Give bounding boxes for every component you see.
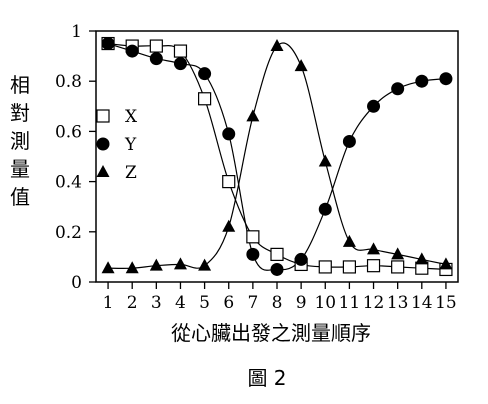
y-tick-label: 1 [71, 22, 82, 42]
series-x-points [101, 36, 453, 277]
legend-marker-y [96, 137, 110, 151]
series-z-line [108, 42, 447, 269]
point-y [149, 52, 163, 66]
x-tick-label: 14 [411, 293, 433, 313]
point-x [149, 39, 163, 53]
point-y [342, 134, 356, 148]
point-z [173, 257, 187, 270]
point-y [439, 72, 453, 86]
point-y [198, 67, 212, 81]
x-tick-label: 1 [103, 293, 114, 313]
x-tick-label: 2 [127, 293, 138, 313]
point-z [149, 258, 163, 271]
legend: XYZ [96, 107, 138, 183]
point-x [366, 259, 381, 273]
y-tick-label: 0.4 [55, 173, 82, 193]
point-y [222, 127, 236, 141]
fit-curves [107, 42, 447, 271]
series-y-points [101, 37, 453, 276]
y-tick-label: 0.8 [55, 72, 82, 92]
point-z [391, 247, 405, 260]
point-x [342, 260, 356, 274]
x-axis-label: 從心臟出發之測量順序 [171, 321, 371, 345]
point-z [415, 252, 429, 265]
x-tick-label: 8 [272, 293, 283, 313]
point-y [415, 74, 429, 88]
x-tick-label: 4 [175, 293, 186, 313]
x-tick-label: 6 [223, 293, 234, 313]
legend-label-y: Y [124, 135, 137, 155]
point-y [318, 202, 332, 216]
point-x [270, 247, 284, 261]
point-x [173, 44, 188, 58]
x-tick-label: 3 [151, 293, 162, 313]
x-tick-label: 7 [247, 293, 258, 313]
point-y [270, 262, 284, 276]
axes: 00.20.40.60.811 2 3 4 5 6 7 8 9 10 11 12 13 14 15 [55, 22, 457, 313]
series-x-line [108, 43, 446, 270]
data-points [101, 36, 453, 277]
series-z-points [101, 39, 453, 274]
point-x [222, 175, 236, 189]
point-z [125, 261, 139, 274]
point-x [391, 260, 405, 274]
plot-frame [95, 30, 459, 283]
legend-label-z: Z [125, 163, 137, 183]
y-tick-label: 0.6 [55, 122, 82, 142]
point-z [270, 39, 284, 52]
x-tick-label: 9 [296, 293, 307, 313]
x-tick-label: 15 [435, 293, 457, 313]
series-y-line [107, 43, 446, 271]
point-y [294, 252, 308, 266]
point-z [367, 242, 381, 255]
point-y [246, 247, 260, 261]
point-y [391, 82, 405, 96]
x-tick-label: 5 [199, 293, 210, 313]
y-tick-label: 0 [71, 273, 82, 293]
point-y [173, 57, 187, 71]
point-y [101, 37, 115, 51]
legend-marker-x [96, 109, 110, 123]
figure-caption: 圖 2 [247, 366, 286, 390]
x-tick-label: 12 [363, 293, 385, 313]
point-z [439, 257, 453, 270]
point-z [318, 154, 332, 167]
point-y [125, 44, 139, 58]
x-tick-label: 11 [339, 293, 361, 313]
legend-marker-z [96, 165, 110, 177]
x-tick-label: 10 [314, 293, 336, 313]
y-tick-label: 0.2 [55, 223, 82, 243]
point-z [294, 59, 308, 72]
point-x [198, 92, 212, 106]
point-z [246, 109, 260, 122]
point-y [367, 99, 381, 113]
x-tick-label: 13 [387, 293, 409, 313]
point-x [246, 230, 260, 244]
point-z [222, 219, 236, 232]
point-z [101, 261, 115, 274]
point-z [198, 258, 212, 271]
point-z [342, 234, 356, 247]
y-axis-label: 相對測量值 [10, 73, 30, 209]
point-x [318, 260, 332, 274]
legend-label-x: X [125, 107, 138, 127]
